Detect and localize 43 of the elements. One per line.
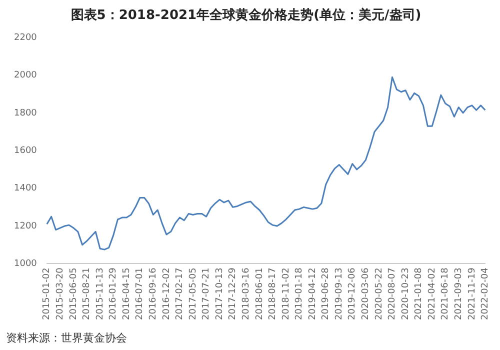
y-tick-label: 1200 <box>14 221 38 232</box>
y-tick-label: 2200 <box>14 32 38 43</box>
x-tick-label: 2018-11-02 <box>281 268 292 320</box>
x-tick-label: 2017-05-05 <box>188 268 198 320</box>
y-tick-label: 2000 <box>14 70 38 81</box>
x-tick-label: 2016-04-15 <box>122 268 132 320</box>
x-tick-label: 2021-06-18 <box>440 267 451 320</box>
x-tick-label: 2021-09-03 <box>454 268 464 320</box>
x-tick-label: 2015-06-05 <box>68 268 79 320</box>
x-tick-label: 2021-04-02 <box>427 268 438 320</box>
x-tick-label: 2016-07-01 <box>135 268 146 320</box>
y-tick-label: 1400 <box>14 184 38 194</box>
x-tick-label: 2022-02-04 <box>480 267 491 320</box>
x-tick-label: 2019-01-18 <box>294 267 305 320</box>
y-tick-label: 1800 <box>14 108 38 118</box>
x-tick-label: 2016-12-02 <box>162 268 172 320</box>
x-tick-label: 2015-01-02 <box>42 268 52 320</box>
y-tick-label: 1000 <box>14 259 38 270</box>
x-tick-label: 2020-10-23 <box>400 268 411 320</box>
x-tick-label: 2019-06-28 <box>321 267 332 320</box>
x-tick-label: 2021-11-19 <box>467 267 478 320</box>
x-tick-label: 2020-05-22 <box>374 268 384 320</box>
x-tick-label: 2016-01-29 <box>108 267 119 320</box>
x-tick-label: 2015-03-20 <box>56 267 66 320</box>
x-tick-label: 2021-01-08 <box>414 267 424 320</box>
x-tick-label: 2020-03-06 <box>361 267 372 320</box>
x-tick-label: 2018-03-16 <box>241 267 252 320</box>
x-tick-label: 2017-10-13 <box>214 268 225 320</box>
x-tick-label: 2017-12-29 <box>228 267 238 320</box>
x-tick-label: 2015-08-21 <box>82 268 92 320</box>
x-tick-label: 2016-09-16 <box>148 267 158 320</box>
x-tick-label: 2019-09-13 <box>334 268 344 320</box>
text: 资料来源：世界黄金协会 <box>6 331 127 344</box>
x-tick-label: 2018-08-17 <box>268 268 278 320</box>
x-tick-label: 2018-06-01 <box>254 268 265 320</box>
chart-title: 图表5：2018-2021年全球黄金价格走势(单位：美元/盎司) <box>70 7 422 24</box>
x-tick-label: 2019-04-12 <box>308 268 318 320</box>
y-tick-label: 1600 <box>14 146 38 156</box>
x-tick-label: 2015-11-13 <box>95 268 106 320</box>
x-tick-label: 2019-12-06 <box>348 267 358 320</box>
x-tick-label: 2017-07-21 <box>202 268 212 320</box>
x-tick-label: 2017-02-17 <box>175 268 186 320</box>
x-tick-label: 2020-08-07 <box>388 268 398 320</box>
